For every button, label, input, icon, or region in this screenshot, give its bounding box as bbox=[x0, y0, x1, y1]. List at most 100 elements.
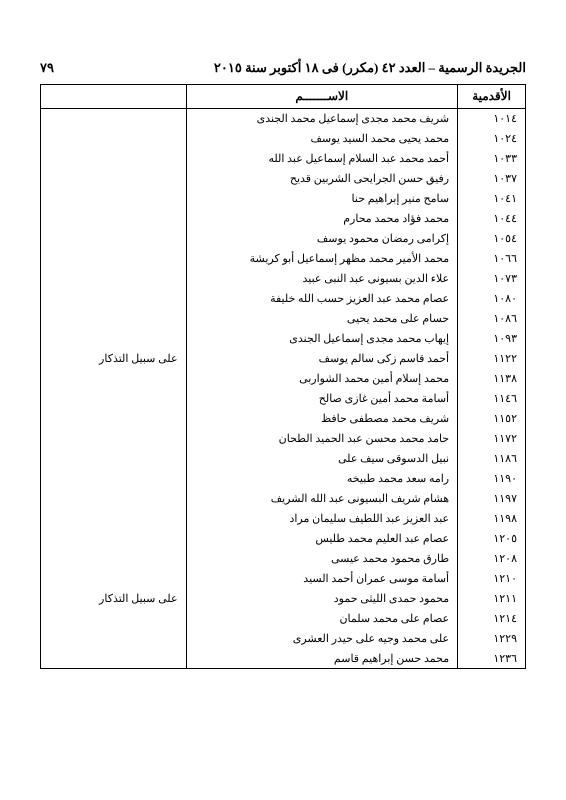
cell-note bbox=[41, 269, 187, 289]
table-row: ١٠٢٤محمد يحيى محمد السيد يوسف bbox=[41, 129, 526, 149]
cell-note bbox=[41, 249, 187, 269]
table-row: ١١٩٧هشام شريف البسيونى عبد الله الشريف bbox=[41, 489, 526, 509]
cell-note bbox=[41, 309, 187, 329]
header-title: الجريدة الرسمية – العدد ٤٢ (مكرر) فى ١٨ … bbox=[214, 60, 526, 76]
table-row: ١٠٩٣إيهاب محمد مجدى إسماعيل الجندى bbox=[41, 329, 526, 349]
cell-note bbox=[41, 169, 187, 189]
page-number: ٧٩ bbox=[40, 60, 54, 76]
table-row: ١١٨٦نبيل الدسوقى سيف على bbox=[41, 449, 526, 469]
cell-name: محمد إسلام أمين محمد الشواربى bbox=[186, 369, 458, 389]
cell-note bbox=[41, 289, 187, 309]
cell-name: عصام على محمد سلمان bbox=[186, 609, 458, 629]
cell-note bbox=[41, 529, 187, 549]
cell-seniority: ١١٨٦ bbox=[458, 449, 526, 469]
cell-name: محمد فؤاد محمد محارم bbox=[186, 209, 458, 229]
cell-name: رفيق حسن الجرايحى الشربين قديح bbox=[186, 169, 458, 189]
cell-seniority: ١٠٦٦ bbox=[458, 249, 526, 269]
cell-note bbox=[41, 209, 187, 229]
table-row: ١٢٠٥عصام عبد العليم محمد طليس bbox=[41, 529, 526, 549]
table-row: ١٠٥٤إكرامى رمضان محمود يوسف bbox=[41, 229, 526, 249]
header-note bbox=[41, 85, 187, 109]
cell-seniority: ١٠٣٧ bbox=[458, 169, 526, 189]
cell-seniority: ١٢٢٩ bbox=[458, 629, 526, 649]
table-row: ١١٢٢أحمد قاسم زكى سالم يوسفعلى سبيل التذ… bbox=[41, 349, 526, 369]
table-row: ١٠١٤شريف محمد مجدى إسماعيل محمد الجندى bbox=[41, 109, 526, 129]
table-row: ١٠٤١سامح منير إبراهيم حنا bbox=[41, 189, 526, 209]
cell-seniority: ١٢١١ bbox=[458, 589, 526, 609]
table-row: ١٢٢٩على محمد وجيه على حيدر العشرى bbox=[41, 629, 526, 649]
cell-seniority: ١٠٤٤ bbox=[458, 209, 526, 229]
cell-name: عصام محمد عبد العزيز حسب الله خليفة bbox=[186, 289, 458, 309]
table-header-row: الأقدمية الاســـــــم bbox=[41, 85, 526, 109]
cell-name: أحمد قاسم زكى سالم يوسف bbox=[186, 349, 458, 369]
page-header: الجريدة الرسمية – العدد ٤٢ (مكرر) فى ١٨ … bbox=[40, 60, 526, 76]
cell-note bbox=[41, 469, 187, 489]
cell-note bbox=[41, 649, 187, 669]
table-row: ١٠٣٣أحمد محمد عبد السلام إسماعيل عبد الل… bbox=[41, 149, 526, 169]
cell-name: طارق محمود محمد عيسى bbox=[186, 549, 458, 569]
cell-name: أسامة موسى عمران أحمد السيد bbox=[186, 569, 458, 589]
cell-seniority: ١٠٨٦ bbox=[458, 309, 526, 329]
table-row: ١٠٧٣علاء الدين بسيونى عبد النبى عبيد bbox=[41, 269, 526, 289]
cell-seniority: ١١٩٠ bbox=[458, 469, 526, 489]
cell-name: محمد حسن إبراهيم قاسم bbox=[186, 649, 458, 669]
seniority-table: الأقدمية الاســـــــم ١٠١٤شريف محمد مجدى… bbox=[40, 84, 526, 669]
cell-note: على سبيل التذكار bbox=[41, 589, 187, 609]
cell-note bbox=[41, 369, 187, 389]
cell-seniority: ١١٢٢ bbox=[458, 349, 526, 369]
cell-name: أسامة محمد أمين غازى صالح bbox=[186, 389, 458, 409]
cell-name: شريف محمد مجدى إسماعيل محمد الجندى bbox=[186, 109, 458, 129]
cell-note bbox=[41, 449, 187, 469]
cell-name: هشام شريف البسيونى عبد الله الشريف bbox=[186, 489, 458, 509]
cell-seniority: ١٢٠٥ bbox=[458, 529, 526, 549]
cell-note bbox=[41, 409, 187, 429]
cell-note bbox=[41, 149, 187, 169]
cell-seniority: ١٠٣٣ bbox=[458, 149, 526, 169]
cell-name: أحمد محمد عبد السلام إسماعيل عبد الله bbox=[186, 149, 458, 169]
table-row: ١١٥٢شريف محمد مصطفى حافظ bbox=[41, 409, 526, 429]
cell-seniority: ١٢١٠ bbox=[458, 569, 526, 589]
table-row: ١٠٦٦محمد الأمير محمد مظهر إسماعيل أبو كر… bbox=[41, 249, 526, 269]
table-row: ١١٣٨محمد إسلام أمين محمد الشواربى bbox=[41, 369, 526, 389]
table-row: ١٠٣٧رفيق حسن الجرايحى الشربين قديح bbox=[41, 169, 526, 189]
table-row: ١٢١١محمود حمدى الليثى حمودعلى سبيل التذك… bbox=[41, 589, 526, 609]
table-row: ١٠٤٤محمد فؤاد محمد محارم bbox=[41, 209, 526, 229]
cell-seniority: ١٠٧٣ bbox=[458, 269, 526, 289]
cell-name: نبيل الدسوقى سيف على bbox=[186, 449, 458, 469]
cell-seniority: ١٠٨٠ bbox=[458, 289, 526, 309]
cell-note bbox=[41, 489, 187, 509]
cell-name: محمد يحيى محمد السيد يوسف bbox=[186, 129, 458, 149]
table-row: ١٠٨٦حسام على محمد يحيى bbox=[41, 309, 526, 329]
cell-seniority: ١٠٤١ bbox=[458, 189, 526, 209]
cell-note bbox=[41, 549, 187, 569]
cell-name: محمد الأمير محمد مظهر إسماعيل أبو كريشة bbox=[186, 249, 458, 269]
cell-note bbox=[41, 509, 187, 529]
cell-seniority: ١٢١٤ bbox=[458, 609, 526, 629]
cell-seniority: ١٠٢٤ bbox=[458, 129, 526, 149]
cell-note bbox=[41, 329, 187, 349]
cell-seniority: ١٠١٤ bbox=[458, 109, 526, 129]
header-seniority: الأقدمية bbox=[458, 85, 526, 109]
cell-note bbox=[41, 109, 187, 129]
cell-name: رامه سعد محمد طبيخه bbox=[186, 469, 458, 489]
header-name: الاســـــــم bbox=[186, 85, 458, 109]
table-row: ١٠٨٠عصام محمد عبد العزيز حسب الله خليفة bbox=[41, 289, 526, 309]
table-row: ١١٧٢حامد محمد محسن عبد الحميد الطحان bbox=[41, 429, 526, 449]
cell-seniority: ١١٩٨ bbox=[458, 509, 526, 529]
cell-seniority: ١١٧٢ bbox=[458, 429, 526, 449]
cell-name: إكرامى رمضان محمود يوسف bbox=[186, 229, 458, 249]
cell-note: على سبيل التذكار bbox=[41, 349, 187, 369]
cell-note bbox=[41, 229, 187, 249]
cell-seniority: ١١٣٨ bbox=[458, 369, 526, 389]
cell-note bbox=[41, 429, 187, 449]
table-row: ١٢١٠أسامة موسى عمران أحمد السيد bbox=[41, 569, 526, 589]
cell-name: عبد العزيز عبد اللطيف سليمان مراد bbox=[186, 509, 458, 529]
cell-name: حسام على محمد يحيى bbox=[186, 309, 458, 329]
table-row: ١٢١٤عصام على محمد سلمان bbox=[41, 609, 526, 629]
table-row: ١١٩٨عبد العزيز عبد اللطيف سليمان مراد bbox=[41, 509, 526, 529]
cell-seniority: ١١٤٦ bbox=[458, 389, 526, 409]
cell-name: شريف محمد مصطفى حافظ bbox=[186, 409, 458, 429]
cell-name: سامح منير إبراهيم حنا bbox=[186, 189, 458, 209]
table-row: ١٢٠٨طارق محمود محمد عيسى bbox=[41, 549, 526, 569]
cell-seniority: ١١٥٢ bbox=[458, 409, 526, 429]
